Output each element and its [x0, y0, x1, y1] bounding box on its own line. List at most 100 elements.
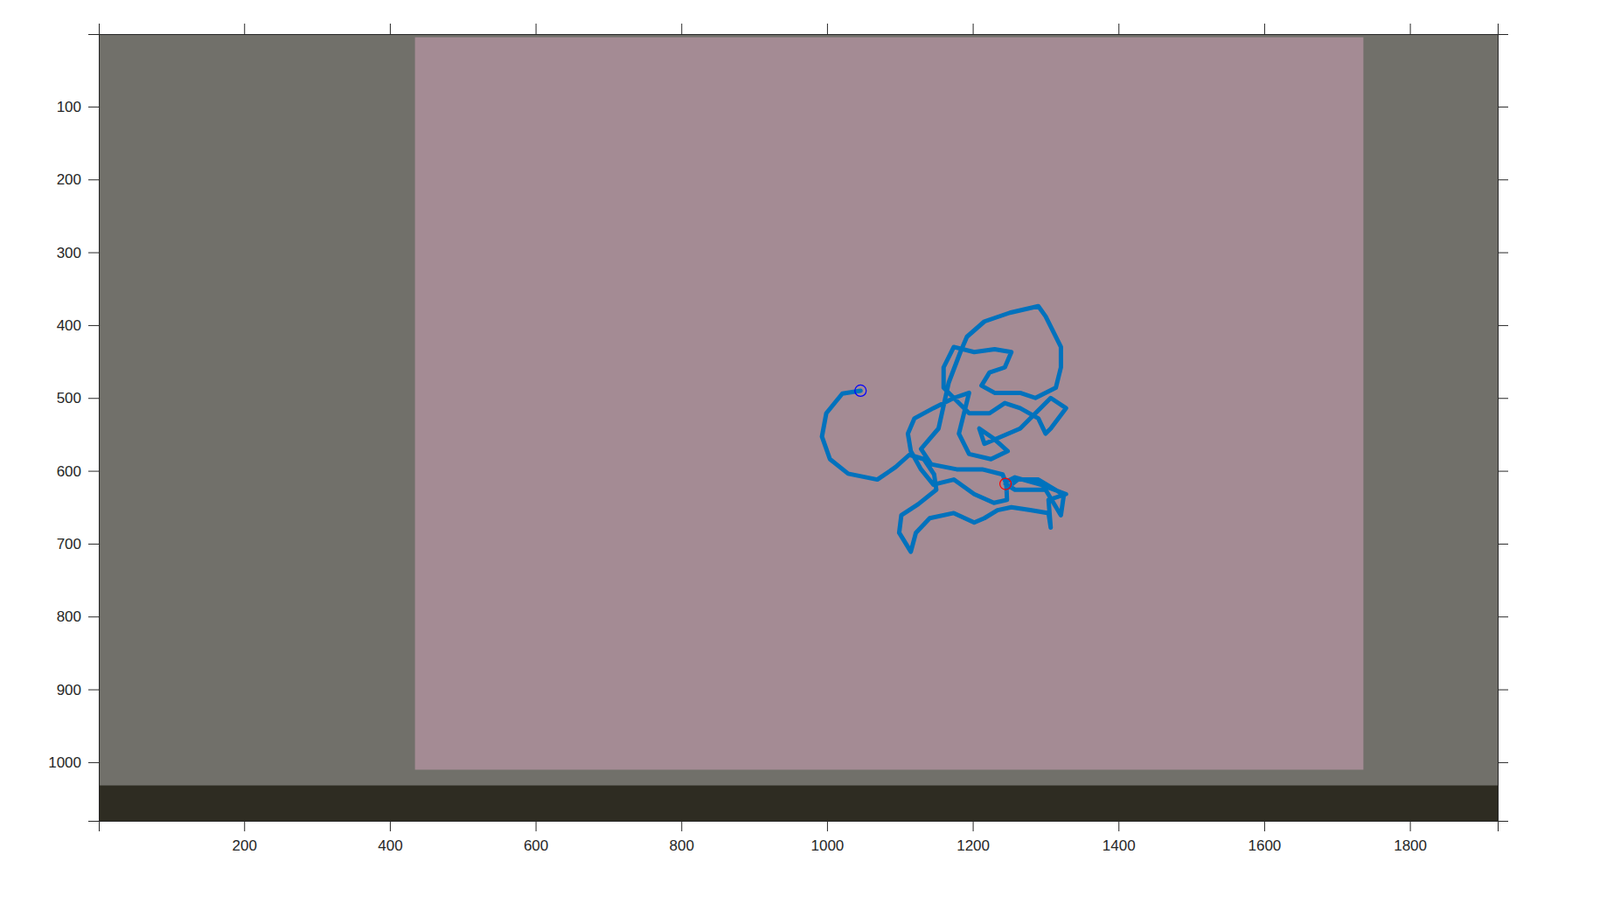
- tick: [681, 23, 682, 35]
- tick-mark: [1497, 252, 1509, 254]
- tick-mark: [973, 23, 974, 35]
- axis-line: [1498, 34, 1510, 822]
- x-axis-top: [99, 23, 1499, 35]
- tick: [243, 23, 245, 35]
- tick-mark: [88, 616, 99, 618]
- tick: 600: [56, 463, 99, 480]
- tick: 800: [669, 820, 695, 855]
- tick: [1118, 23, 1120, 35]
- tick-label: 500: [56, 389, 82, 407]
- tick-mark: [88, 397, 99, 399]
- tick-label: 200: [56, 171, 82, 188]
- tick: [1264, 23, 1266, 35]
- tick-mark: [535, 820, 537, 832]
- tick: 700: [56, 535, 99, 553]
- tick-label: 1600: [1248, 837, 1282, 855]
- tick: [1497, 471, 1509, 473]
- tick-label: 100: [56, 98, 82, 116]
- tick-label: 400: [377, 837, 403, 855]
- tick-mark: [1497, 397, 1509, 399]
- tick-mark: [243, 820, 245, 832]
- tick: 1000: [811, 820, 845, 855]
- tick-mark: [1264, 23, 1266, 35]
- tick-mark: [389, 820, 391, 832]
- tick-mark: [88, 543, 99, 545]
- tick-mark: [827, 23, 828, 35]
- tick-mark: [1497, 106, 1509, 108]
- axis-line: [99, 23, 1499, 35]
- tick-mark: [681, 820, 682, 832]
- tick: [1497, 397, 1509, 399]
- tick: 800: [56, 608, 99, 626]
- y-axis-right: [1497, 34, 1509, 822]
- tick-mark: [243, 23, 245, 35]
- tick-label: 1000: [811, 837, 845, 855]
- tick: 400: [56, 317, 99, 334]
- tick: 600: [523, 820, 549, 855]
- tick-mark: [1410, 23, 1412, 35]
- tick-label: 200: [232, 837, 258, 855]
- axis-line: [88, 34, 100, 822]
- tick: [973, 23, 974, 35]
- tick: [1497, 689, 1509, 691]
- tick-mark: [389, 23, 391, 35]
- tick: [535, 23, 537, 35]
- tick: 200: [232, 820, 258, 855]
- tick: 1200: [956, 820, 990, 855]
- tick: [389, 23, 391, 35]
- tick-mark: [88, 106, 99, 108]
- tick: 1400: [1102, 820, 1136, 855]
- tick-mark: [1497, 179, 1509, 181]
- tick: [1497, 543, 1509, 545]
- tick-mark: [1497, 471, 1509, 473]
- tick-label: 800: [56, 608, 82, 626]
- tick-label: 800: [669, 837, 695, 855]
- tick: 1600: [1248, 820, 1282, 855]
- tick: 500: [56, 389, 99, 407]
- tick-mark: [1497, 616, 1509, 618]
- tick: 100: [56, 98, 99, 116]
- tick-mark: [1497, 689, 1509, 691]
- tick-label: 400: [56, 317, 82, 334]
- tick-mark: [535, 23, 537, 35]
- tick-mark: [1118, 23, 1120, 35]
- axis-line: [99, 821, 1499, 833]
- table-surface: [98, 34, 1498, 821]
- tick-mark: [1264, 820, 1266, 832]
- tick-mark: [88, 325, 99, 327]
- tick: [1497, 106, 1509, 108]
- tick: 1800: [1393, 820, 1427, 855]
- tick-label: 1200: [956, 837, 990, 855]
- tick: [1497, 616, 1509, 618]
- tick-mark: [88, 471, 99, 473]
- tick: [827, 23, 828, 35]
- tick-label: 600: [56, 463, 82, 480]
- tick-mark: [973, 820, 974, 832]
- tick-mark: [88, 252, 99, 254]
- pink-sheet: [415, 37, 1364, 771]
- tick: [1410, 23, 1412, 35]
- tick: 400: [377, 820, 403, 855]
- tick: [1497, 252, 1509, 254]
- marks: [821, 306, 1066, 552]
- tick: 1000: [48, 754, 99, 772]
- tick-mark: [1497, 762, 1509, 764]
- figure: 200 400 600 800 1000 1200 1400 1600 1800 100 200 30…: [0, 0, 1600, 910]
- trajectory-line: [821, 306, 1066, 552]
- tick-mark: [88, 689, 99, 691]
- tick-mark: [1118, 820, 1120, 832]
- tick-mark: [1497, 543, 1509, 545]
- tick: 200: [56, 171, 99, 188]
- tick-mark: [1497, 325, 1509, 327]
- tick: 300: [56, 244, 99, 262]
- tick-label: 700: [56, 535, 82, 553]
- tick-label: 600: [523, 837, 549, 855]
- tick-mark: [88, 762, 99, 764]
- point-marker: [1000, 478, 1012, 490]
- tick: [1497, 762, 1509, 764]
- tick-mark: [681, 23, 682, 35]
- tick-mark: [827, 820, 828, 832]
- tick-mark: [88, 179, 99, 181]
- tick-label: 900: [56, 681, 82, 699]
- point-marker: [855, 384, 867, 397]
